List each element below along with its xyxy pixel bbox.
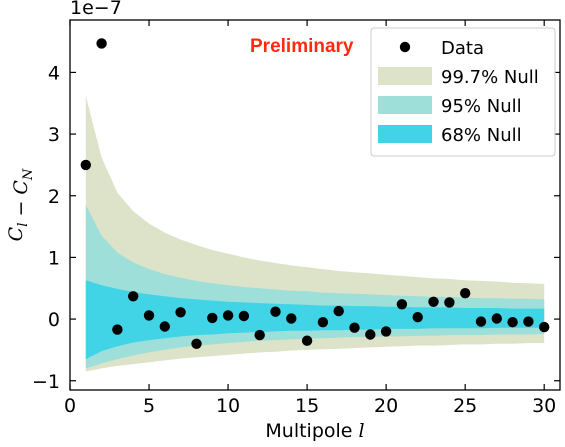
data-point: [349, 322, 360, 333]
data-point: [412, 312, 423, 323]
data-point: [175, 307, 186, 318]
data-point: [507, 317, 518, 328]
legend-box: [370, 27, 556, 157]
legend-item-99-7-null-label: 99.7% Null: [441, 67, 539, 88]
y-offset-label: 1e−7: [70, 0, 122, 19]
y-tick-label: 3: [48, 124, 60, 146]
y-tick-label: 4: [48, 62, 60, 84]
data-point: [317, 317, 329, 328]
y-tick-label: −1: [32, 371, 60, 393]
legend-item-99-7-null-swatch: [378, 67, 432, 85]
data-point: [96, 38, 107, 49]
data-point: [475, 316, 487, 327]
data-point: [286, 313, 297, 324]
x-axis-ticks: 0 5 10 15 20 25 30: [64, 20, 556, 417]
data-points: [80, 38, 550, 349]
preliminary-annotation: Preliminary: [250, 36, 354, 57]
data-point: [80, 159, 92, 171]
data-point: [270, 306, 281, 317]
data-point: [428, 296, 439, 307]
data-point: [112, 324, 123, 335]
data-point: [143, 310, 155, 321]
legend-item-68-null-label: 68% Null: [441, 125, 522, 146]
x-tick-label: 30: [532, 395, 556, 417]
legend-item-95-null-swatch: [378, 96, 432, 114]
data-point: [222, 310, 234, 321]
data-point: [254, 329, 265, 341]
x-tick-label: 5: [143, 395, 155, 417]
legend-item-68-null-swatch: [378, 125, 432, 143]
x-tick-label: 20: [374, 395, 398, 417]
data-point: [460, 288, 471, 299]
data-point: [128, 291, 139, 302]
data-point: [365, 329, 376, 340]
x-tick-label: 10: [216, 395, 240, 417]
x-tick-label: 25: [453, 395, 477, 417]
x-axis-label: Multipole l: [265, 420, 364, 442]
data-point: [333, 305, 344, 317]
plot-frame: [69, 19, 561, 391]
y-tick-label: 2: [48, 186, 60, 208]
y-axis-label: Cl − CN: [5, 168, 36, 241]
x-tick-label: 0: [64, 395, 76, 417]
data-point: [207, 312, 218, 324]
x-tick-label: 15: [295, 395, 319, 417]
legend: Data 99.7% Null 95% Null 68% Null: [370, 27, 556, 157]
data-point: [444, 297, 455, 308]
data-point: [380, 326, 392, 337]
legend-item-data-label: Data: [441, 38, 484, 59]
data-point: [191, 338, 202, 349]
data-point: [523, 316, 534, 327]
data-point: [396, 299, 408, 310]
data-point: [539, 321, 550, 333]
data-point: [238, 310, 250, 322]
band-68-null: [85, 280, 545, 360]
data-point: [159, 321, 170, 332]
data-point: [491, 313, 502, 324]
legend-item-data-marker: [399, 41, 411, 53]
data-point: [301, 335, 313, 346]
y-axis-ticks: −1 0 1 2 3 4: [32, 62, 560, 393]
y-tick-label: 0: [48, 309, 60, 331]
y-tick-label: 1: [48, 247, 60, 269]
legend-item-95-null-label: 95% Null: [441, 96, 522, 117]
